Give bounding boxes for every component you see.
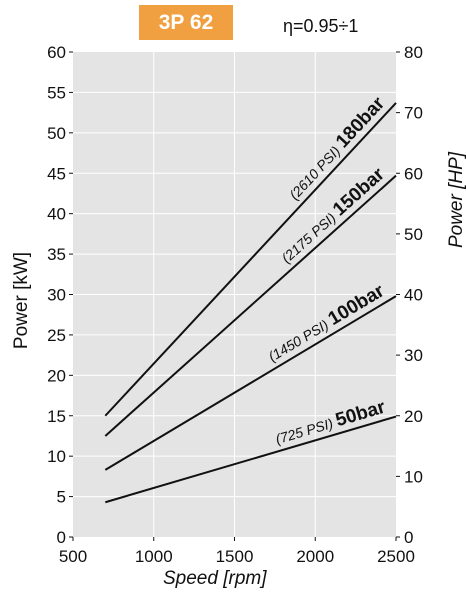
y2-tick-label: 0 [404,528,413,547]
efficiency-label: η=0.95÷1 [283,16,359,36]
x-axis-label: Speed [rpm] [163,568,267,589]
x-tick-label: 2500 [377,547,415,566]
y-tick-label: 35 [47,245,66,264]
y-tick-label: 55 [47,83,66,102]
x-tick-label: 500 [59,547,87,566]
y-tick-label: 45 [47,164,66,183]
y2-tick-label: 80 [404,43,423,62]
y2-axis-label: Power [HP] [446,151,466,248]
y-tick-label: 20 [47,366,66,385]
y-tick-label: 30 [47,286,66,305]
y-tick-label: 50 [47,124,66,143]
y-axis-label: Power [kW] [11,252,32,349]
y-tick-label: 15 [47,407,66,426]
y2-tick-label: 50 [404,225,423,244]
x-tick-label: 1500 [216,547,254,566]
y-tick-label: 0 [57,528,66,547]
y2-tick-label: 40 [404,286,423,305]
grid [73,52,396,537]
series-line-150bar [104,174,397,437]
y2-tick-label: 10 [404,467,423,486]
y-tick-label: 10 [47,447,66,466]
y2-tick-label: 70 [404,104,423,123]
series-line-50bar [105,415,397,504]
y-tick-label: 5 [57,488,66,507]
y2-tick-label: 30 [404,346,423,365]
y-tick-label: 40 [47,205,66,224]
x-tick-label: 2000 [296,547,334,566]
y-tick-label: 60 [47,43,66,62]
model-badge: 3P 62 [139,5,233,40]
y-tick-label: 25 [47,326,66,345]
y2-tick-label: 20 [404,407,423,426]
series-line-100bar [104,295,397,471]
series-line-180bar [104,102,397,417]
x-tick-label: 1000 [135,547,173,566]
y2-tick-label: 60 [404,164,423,183]
series-lines [104,102,397,504]
tick-labels: 0 5 10 15 20 25 30 35 40 45 50 55 60 0 10 20 30 40 50 60 70 8… [47,43,423,566]
